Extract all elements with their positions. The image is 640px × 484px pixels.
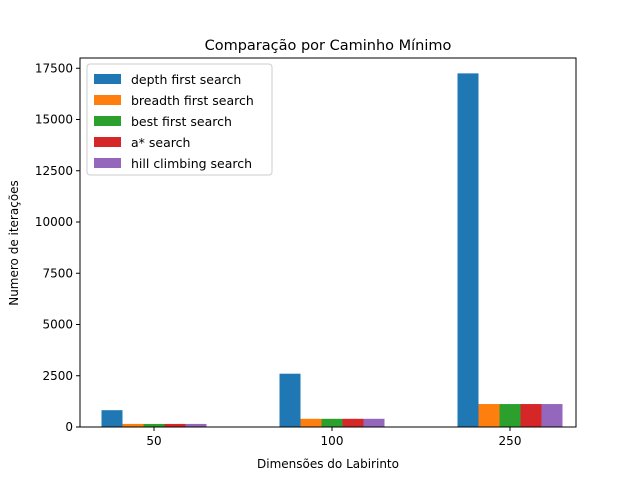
legend-box bbox=[86, 63, 273, 176]
legend-label: breadth first search bbox=[131, 93, 254, 108]
x-axis-label: Dimensões do Labirinto bbox=[257, 457, 399, 471]
bar-best-first-search-50 bbox=[143, 423, 165, 427]
bar-hill-climbing-search-50 bbox=[185, 423, 207, 427]
bars-group bbox=[101, 73, 563, 427]
bar-best-first-search-100 bbox=[321, 418, 343, 427]
legend-label: hill climbing search bbox=[131, 156, 252, 171]
plot-frame bbox=[79, 57, 577, 428]
y-tick-label: 12500 bbox=[35, 164, 73, 178]
y-tick-label: 17500 bbox=[35, 61, 73, 75]
legend-swatch bbox=[94, 74, 121, 84]
bar-best-first-search-250 bbox=[499, 404, 521, 427]
y-tick-label: 15000 bbox=[35, 113, 73, 127]
y-tick-label: 0 bbox=[65, 420, 73, 434]
bar-breadth-first-search-250 bbox=[478, 404, 500, 427]
x-tick-label: 250 bbox=[499, 434, 522, 448]
bar-hill-climbing-search-100 bbox=[363, 418, 385, 427]
bar-a-search-50 bbox=[164, 423, 186, 427]
legend-swatch bbox=[94, 137, 121, 147]
chart-title: Comparação por Caminho Mínimo bbox=[205, 38, 452, 54]
y-tick-label: 7500 bbox=[42, 266, 73, 280]
bar-depth-first-search-250 bbox=[457, 73, 479, 427]
legend-swatch bbox=[94, 95, 121, 105]
y-tick-label: 10000 bbox=[35, 215, 73, 229]
y-axis-label: Numero de iterações bbox=[7, 180, 21, 306]
legend-label: depth first search bbox=[131, 72, 241, 87]
legend-label: best first search bbox=[131, 114, 232, 129]
x-tick-label: 100 bbox=[321, 434, 344, 448]
y-tick-label: 2500 bbox=[42, 369, 73, 383]
bar-hill-climbing-search-250 bbox=[541, 404, 563, 427]
bar-breadth-first-search-100 bbox=[300, 418, 322, 427]
legend-swatch bbox=[94, 158, 121, 168]
bar-breadth-first-search-50 bbox=[122, 423, 144, 427]
legend-swatch bbox=[94, 116, 121, 126]
bar-a-search-100 bbox=[342, 418, 364, 427]
bar-depth-first-search-50 bbox=[101, 410, 123, 427]
bar-a-search-250 bbox=[520, 404, 542, 427]
legend: depth first search breadth first search be… bbox=[86, 63, 273, 176]
bar-depth-first-search-100 bbox=[279, 373, 301, 427]
legend-label: a* search bbox=[131, 135, 190, 150]
x-tick-label: 50 bbox=[146, 434, 161, 448]
axes-group: 0 2500 5000 7500 10000 12500 15000 17500 50 100 25… bbox=[35, 57, 577, 448]
y-tick-label: 5000 bbox=[42, 318, 73, 332]
